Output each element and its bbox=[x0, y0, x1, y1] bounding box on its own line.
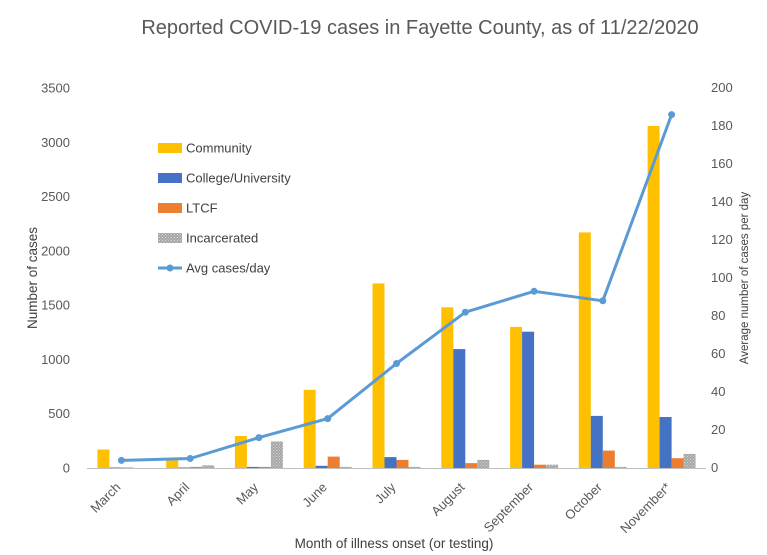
bar-community bbox=[441, 307, 454, 468]
y2-tick-label: 40 bbox=[711, 384, 725, 399]
y2-tick-label: 60 bbox=[711, 346, 725, 361]
bar-community bbox=[166, 459, 179, 468]
point-avg-cases-per-day bbox=[599, 297, 607, 305]
bar-incarcerated bbox=[683, 453, 696, 468]
point-avg-cases-per-day bbox=[186, 455, 194, 462]
x-tick-label: May bbox=[233, 479, 261, 507]
legend-swatch-community bbox=[158, 143, 182, 153]
point-avg-cases-per-day bbox=[668, 111, 676, 119]
y-tick-label: 1000 bbox=[41, 352, 70, 367]
y2-tick-label: 100 bbox=[711, 270, 733, 285]
bar-community bbox=[97, 449, 110, 468]
bar-community bbox=[510, 326, 523, 468]
y-tick-label: 2500 bbox=[41, 189, 70, 204]
y-tick-label: 500 bbox=[48, 406, 70, 421]
point-avg-cases-per-day bbox=[393, 360, 400, 367]
bar-college-university bbox=[315, 465, 328, 468]
x-tick-label: November* bbox=[617, 480, 674, 537]
legend-label-incarcerated: Incarcerated bbox=[186, 231, 258, 246]
bar-community bbox=[303, 389, 316, 468]
x-axis-title: Month of illness onset (or testing) bbox=[295, 536, 494, 551]
bar-college-university bbox=[659, 417, 672, 468]
bar-college-university bbox=[522, 331, 535, 468]
x-tick-label: August bbox=[428, 479, 467, 518]
x-tick-label: April bbox=[163, 479, 192, 508]
bar-ltcf bbox=[465, 463, 478, 468]
y-tick-label: 3500 bbox=[41, 81, 70, 96]
y2-tick-label: 0 bbox=[711, 460, 718, 475]
y-tick-label: 2000 bbox=[41, 243, 70, 258]
bar-college-university bbox=[590, 415, 603, 468]
bar-incarcerated bbox=[477, 459, 490, 468]
y-tick-label: 1500 bbox=[41, 298, 70, 313]
bar-incarcerated bbox=[546, 464, 559, 468]
y2-tick-label: 200 bbox=[711, 80, 733, 95]
y2-tick-label: 80 bbox=[711, 308, 725, 323]
bar-ltcf bbox=[534, 464, 547, 468]
bar-ltcf bbox=[396, 459, 409, 468]
bar-ltcf bbox=[190, 466, 203, 468]
legend-label-college-university: College/University bbox=[186, 171, 291, 186]
legend-label-ltcf: LTCF bbox=[186, 201, 218, 216]
bar-ltcf bbox=[121, 467, 134, 468]
bar-college-university bbox=[453, 349, 466, 468]
bar-college-university bbox=[384, 457, 397, 468]
bar-incarcerated bbox=[339, 466, 352, 468]
bar-incarcerated bbox=[270, 441, 283, 468]
y-axis-title: Number of cases bbox=[25, 227, 40, 329]
point-avg-cases-per-day bbox=[324, 415, 332, 423]
legend-label-community: Community bbox=[186, 141, 252, 156]
x-tick-label: September bbox=[481, 479, 537, 535]
legend: Community College/University LTCF Incarcera… bbox=[158, 141, 291, 276]
bar-community bbox=[372, 283, 385, 468]
bar-ltcf bbox=[602, 450, 615, 468]
bar-college-university bbox=[109, 467, 122, 468]
x-tick-label: March bbox=[87, 480, 123, 516]
plot-area bbox=[97, 111, 696, 468]
point-avg-cases-per-day bbox=[461, 308, 469, 316]
y2-tick-label: 120 bbox=[711, 232, 733, 247]
point-avg-cases-per-day bbox=[117, 456, 125, 464]
bar-ltcf bbox=[327, 456, 340, 468]
x-tick-label: June bbox=[299, 480, 330, 511]
bar-ltcf bbox=[258, 466, 271, 468]
y2-tick-label: 160 bbox=[711, 156, 733, 171]
bar-incarcerated bbox=[408, 466, 421, 468]
chart-title: Reported COVID-19 cases in Fayette Count… bbox=[141, 17, 698, 39]
point-avg-cases-per-day bbox=[530, 287, 538, 295]
point-avg-cases-per-day bbox=[255, 434, 263, 442]
bar-college-university bbox=[178, 467, 191, 468]
y2-tick-label: 180 bbox=[711, 118, 733, 133]
legend-swatch-college-university bbox=[158, 173, 182, 183]
bar-ltcf bbox=[671, 458, 684, 468]
bar-college-university bbox=[246, 466, 259, 468]
x-tick-label: October bbox=[562, 479, 606, 523]
bar-incarcerated bbox=[614, 466, 627, 468]
y-tick-label: 3000 bbox=[41, 135, 70, 150]
legend-swatch-incarcerated bbox=[158, 233, 182, 243]
legend-label-avg-cases-day: Avg cases/day bbox=[186, 261, 271, 276]
y2-tick-label: 140 bbox=[711, 194, 733, 209]
legend-swatch-ltcf bbox=[158, 203, 182, 213]
y-tick-label: 0 bbox=[63, 461, 70, 476]
bar-community bbox=[647, 126, 660, 468]
y2-tick-label: 20 bbox=[711, 422, 725, 437]
y2-axis-title: Average number of cases per day bbox=[739, 192, 751, 365]
bar-community bbox=[578, 232, 591, 468]
x-tick-label: July bbox=[372, 479, 399, 506]
legend-marker-avg-cases-day bbox=[166, 264, 174, 272]
bar-incarcerated bbox=[202, 465, 215, 468]
